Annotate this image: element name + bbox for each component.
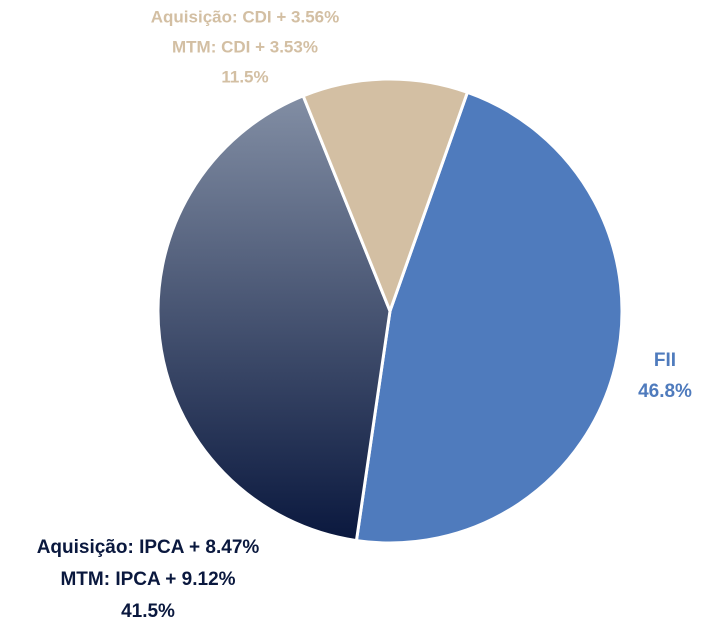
pie-slice	[156, 93, 392, 543]
slice-category-label: Aquisição: CDI + 3.56%	[151, 7, 339, 26]
slice-category-label: Aquisição: IPCA + 8.47%	[37, 537, 260, 558]
pie-slice	[354, 90, 624, 545]
slice-category-label: FII	[654, 350, 676, 371]
slice-value-label: 41.5%	[121, 601, 175, 622]
slice-category-label: MTM: CDI + 3.53%	[172, 37, 318, 56]
pie-slice	[301, 77, 470, 316]
slice-value-label: 46.8%	[638, 381, 692, 402]
slice-category-label: MTM: IPCA + 9.12%	[60, 569, 235, 590]
slice-value-label: 11.5%	[221, 67, 268, 86]
